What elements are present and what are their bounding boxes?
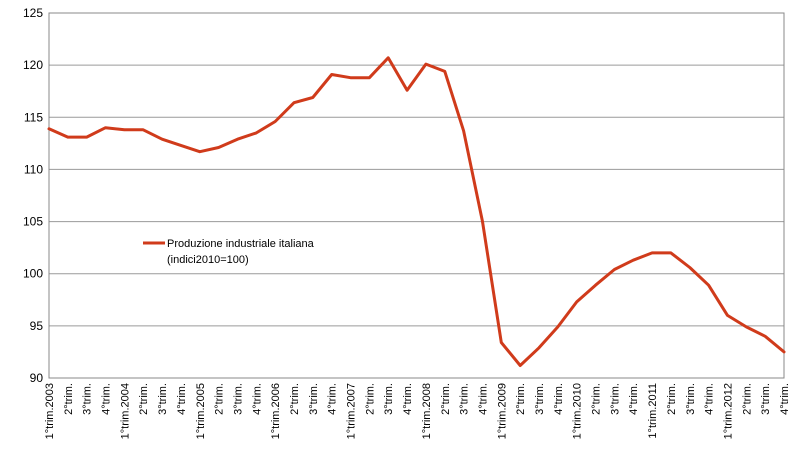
y-tick-label-95: 95 bbox=[30, 319, 44, 333]
x-tick-label-15: 4°trim. bbox=[327, 383, 339, 415]
x-tick-label-35: 4°trim. bbox=[704, 383, 716, 415]
x-tick-label-21: 2°trim. bbox=[440, 383, 452, 415]
x-tick-label-37: 2°trim. bbox=[741, 383, 753, 415]
x-tick-label-18: 3°trim. bbox=[383, 383, 395, 415]
y-tick-label-105: 105 bbox=[23, 215, 43, 229]
legend: Produzione industriale italiana (indici2… bbox=[143, 238, 315, 266]
series-line-0 bbox=[47, 56, 786, 367]
x-tick-label-0: 1°trim.2003 bbox=[44, 383, 56, 439]
x-tick-label-25: 2°trim. bbox=[515, 383, 527, 415]
y-axis-tick-labels: 90 95 100 105 110 115 120 125 bbox=[23, 6, 43, 385]
x-tick-label-1: 2°trim. bbox=[63, 383, 75, 415]
x-tick-label-39: 4°trim. bbox=[779, 383, 791, 415]
y-tick-label-100: 100 bbox=[23, 267, 43, 281]
x-tick-label-8: 1°trim.2005 bbox=[195, 383, 207, 439]
x-tick-label-4: 1°trim.2004 bbox=[119, 383, 131, 439]
x-tick-label-3: 4°trim. bbox=[101, 383, 113, 415]
x-tick-label-6: 3°trim. bbox=[157, 383, 169, 415]
y-tick-label-120: 120 bbox=[23, 58, 43, 72]
x-tick-label-2: 3°trim. bbox=[82, 383, 94, 415]
x-tick-label-17: 2°trim. bbox=[364, 383, 376, 415]
series-group bbox=[47, 56, 786, 367]
legend-label-line-1: Produzione industriale italiana bbox=[167, 238, 315, 250]
x-tick-label-31: 4°trim. bbox=[628, 383, 640, 415]
plot-area-border bbox=[48, 12, 785, 379]
x-tick-label-20: 1°trim.2008 bbox=[421, 383, 433, 439]
x-tick-label-14: 3°trim. bbox=[308, 383, 320, 415]
x-tick-label-22: 3°trim. bbox=[459, 383, 471, 415]
x-tick-label-34: 3°trim. bbox=[685, 383, 697, 415]
x-axis-tick-labels: 1°trim.2003 2°trim. 3°trim. 4°trim. 1°trim.2… bbox=[44, 383, 791, 439]
x-tick-label-36: 1°trim.2012 bbox=[722, 383, 734, 439]
x-tick-label-5: 2°trim. bbox=[138, 383, 150, 415]
x-tick-label-30: 3°trim. bbox=[609, 383, 621, 415]
x-tick-label-11: 4°trim. bbox=[251, 383, 263, 415]
y-tick-label-110: 110 bbox=[24, 162, 43, 176]
x-tick-label-10: 3°trim. bbox=[232, 383, 244, 415]
y-tick-label-90: 90 bbox=[30, 371, 44, 385]
x-tick-label-19: 4°trim. bbox=[402, 383, 414, 415]
x-tick-label-12: 1°trim.2006 bbox=[270, 383, 282, 439]
x-tick-label-27: 4°trim. bbox=[553, 383, 565, 415]
y-tick-label-125: 125 bbox=[23, 6, 43, 20]
y-tick-label-115: 115 bbox=[24, 110, 43, 124]
x-tick-label-7: 4°trim. bbox=[176, 383, 188, 415]
grid-lines bbox=[49, 12, 784, 379]
x-tick-label-24: 1°trim.2009 bbox=[496, 383, 508, 439]
x-tick-label-38: 3°trim. bbox=[760, 383, 772, 415]
x-tick-label-28: 1°trim.2010 bbox=[572, 383, 584, 439]
x-tick-label-16: 1°trim.2007 bbox=[346, 383, 358, 439]
x-tick-label-26: 3°trim. bbox=[534, 383, 546, 415]
legend-label-line-2: (indici2010=100) bbox=[167, 254, 249, 266]
x-tick-label-9: 2°trim. bbox=[214, 383, 226, 415]
x-tick-label-29: 2°trim. bbox=[591, 383, 603, 415]
x-tick-label-23: 4°trim. bbox=[477, 383, 489, 415]
x-tick-label-33: 2°trim. bbox=[666, 383, 678, 415]
x-tick-label-13: 2°trim. bbox=[289, 383, 301, 415]
x-tick-label-32: 1°trim.2011 bbox=[647, 383, 659, 439]
